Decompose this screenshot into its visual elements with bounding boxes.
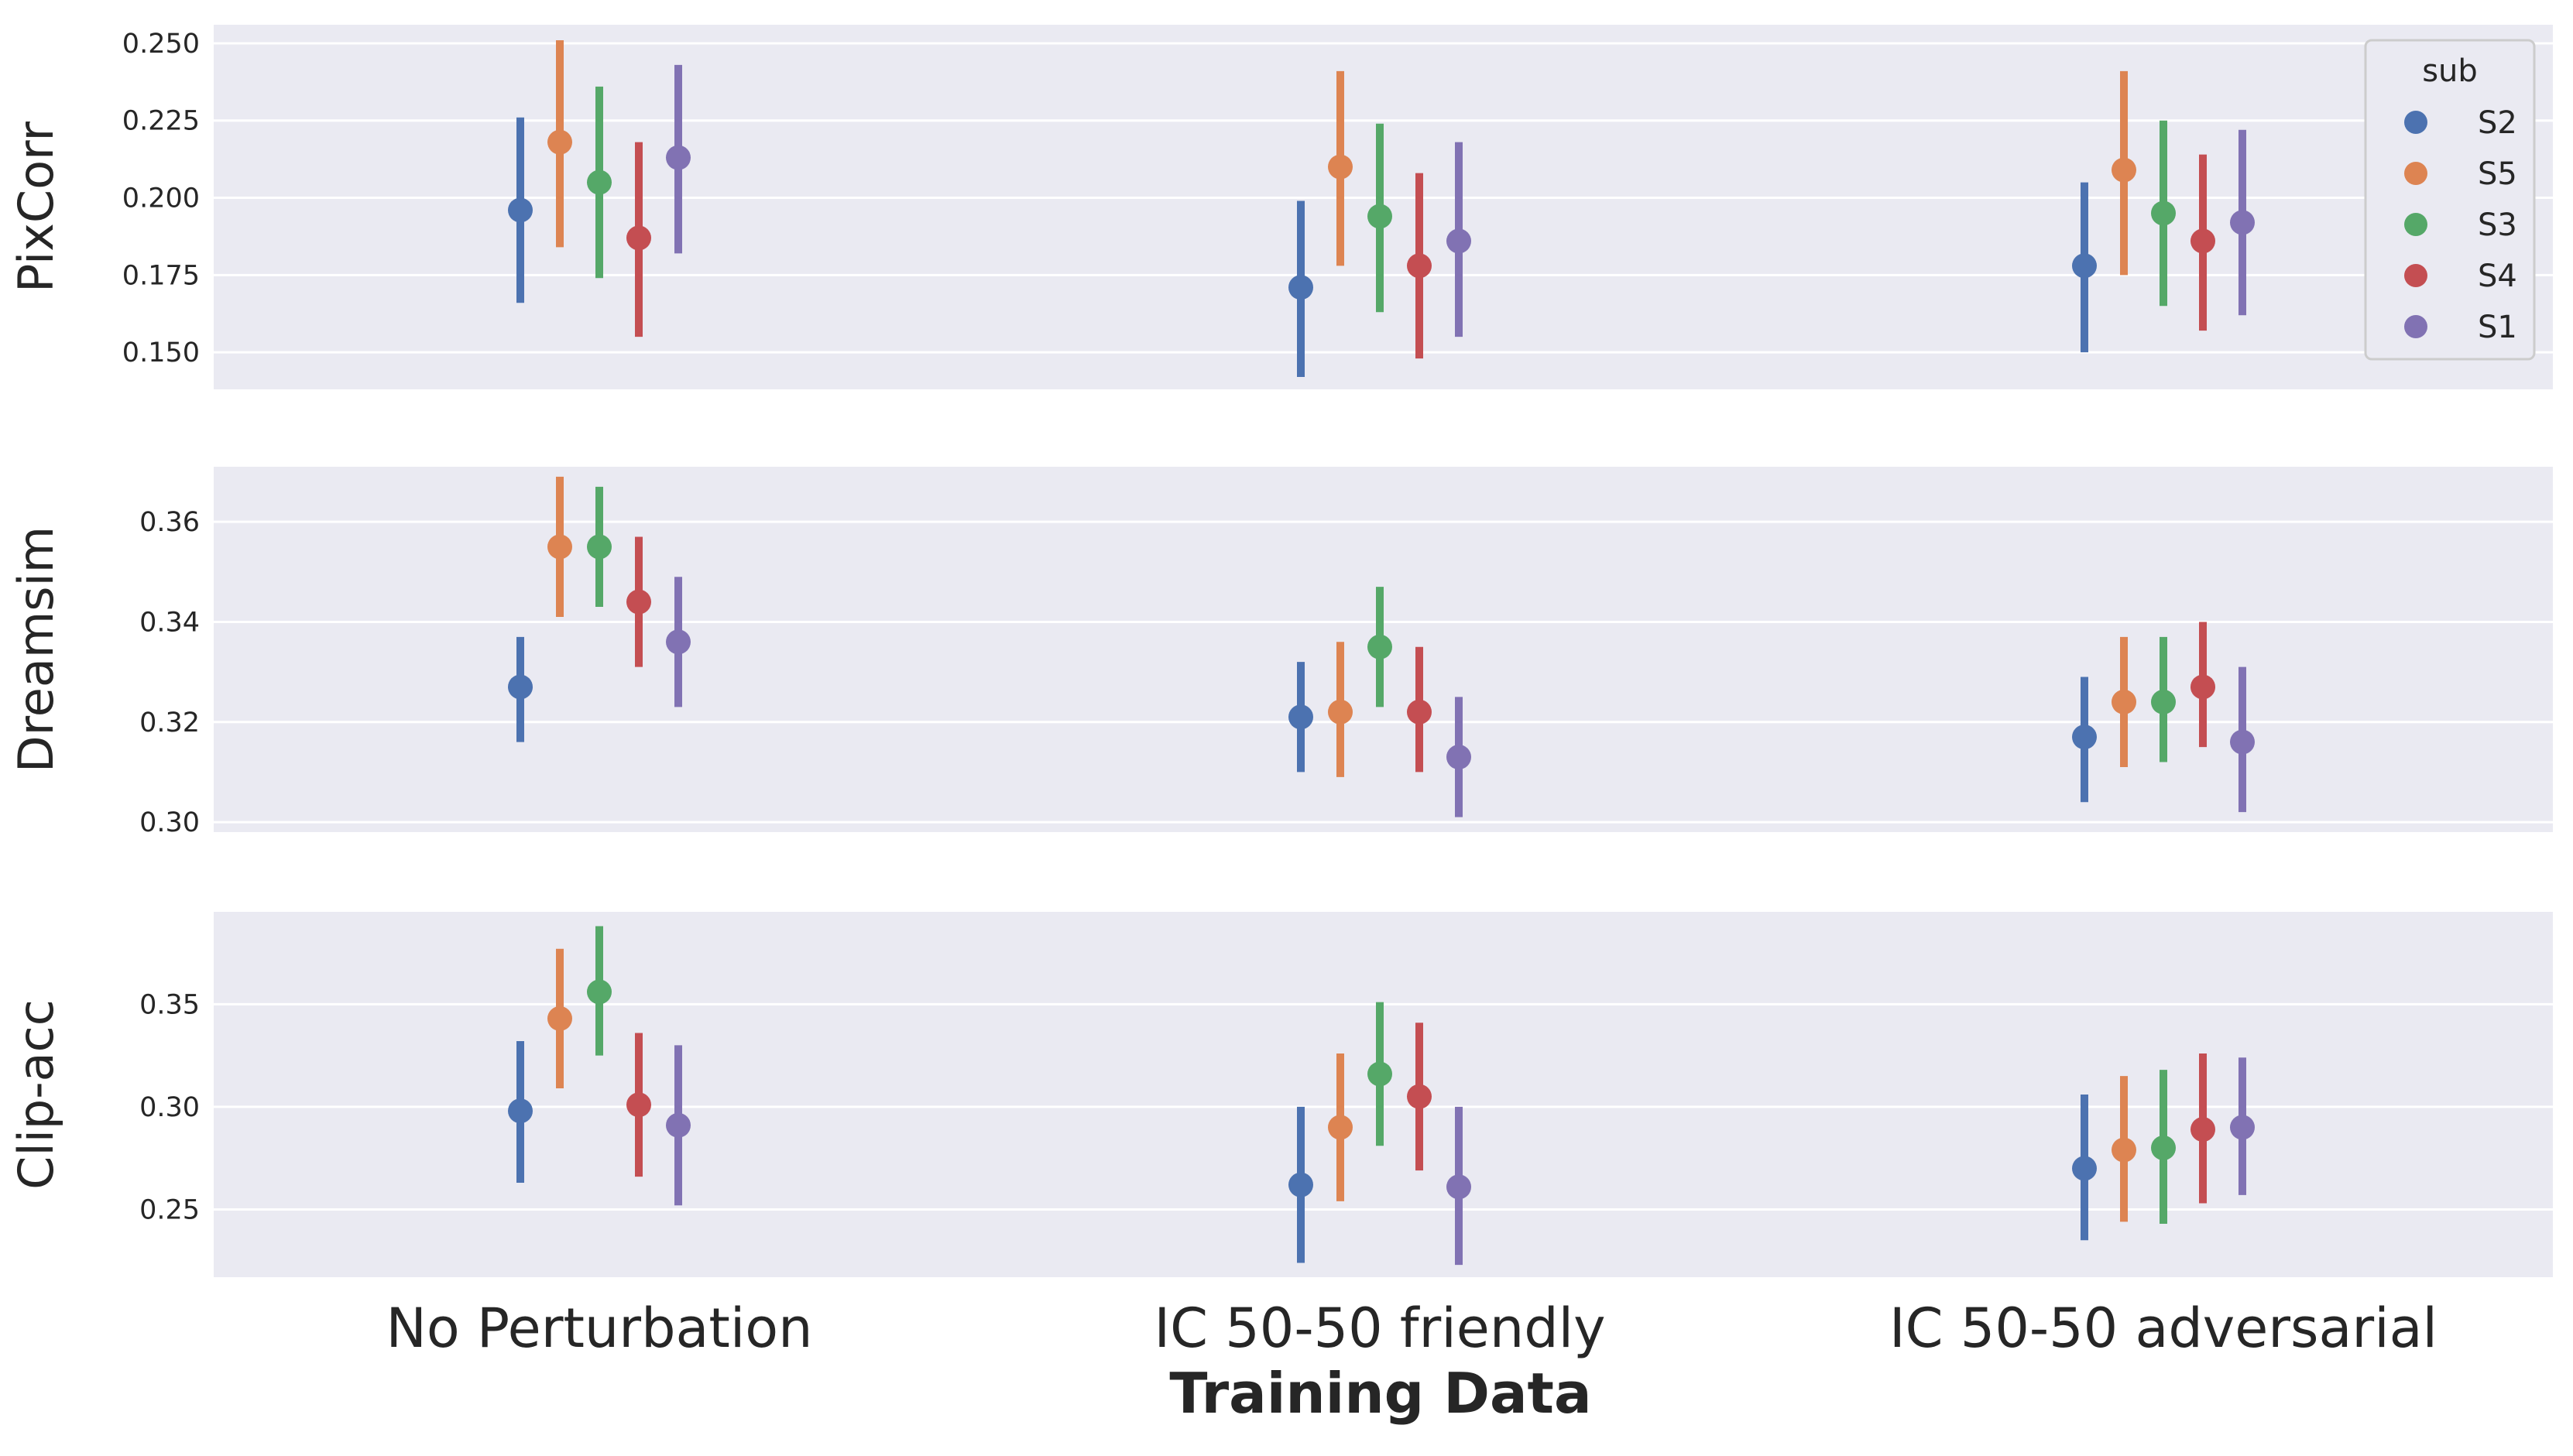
y-axis-label: Dreamsim: [8, 526, 64, 773]
data-point: [1446, 228, 1471, 254]
data-point: [666, 145, 691, 170]
y-tick-label: 0.25: [139, 1194, 200, 1225]
data-point: [1446, 1174, 1471, 1200]
data-point: [666, 1112, 691, 1138]
data-point: [2190, 674, 2215, 700]
data-point: [547, 534, 572, 560]
series-s3: [587, 926, 2176, 1225]
data-point: [587, 170, 612, 195]
data-point: [1446, 745, 1471, 770]
y-tick-label: 0.200: [122, 183, 200, 214]
series-s3: [587, 86, 2176, 313]
data-point: [587, 534, 612, 560]
y-tick-label: 0.250: [122, 29, 200, 60]
x-tick-label: IC 50-50 friendly: [1154, 1297, 1605, 1360]
legend-marker: [2404, 213, 2427, 236]
data-point: [2072, 725, 2097, 750]
data-point: [1288, 704, 1313, 730]
legend-title: sub: [2422, 53, 2478, 89]
series-s1: [666, 577, 2255, 817]
y-tick-label: 0.30: [139, 1092, 200, 1123]
data-point: [2151, 1135, 2176, 1160]
data-point: [508, 197, 533, 223]
series-s2: [508, 117, 2097, 378]
data-point: [1328, 1115, 1353, 1140]
data-point: [1328, 154, 1353, 180]
legend-marker: [2404, 315, 2427, 338]
series-s5: [547, 39, 2136, 276]
y-axis-label: PixCorr: [8, 121, 64, 293]
data-point: [1407, 699, 1432, 725]
y-tick-label: 0.34: [139, 607, 200, 638]
series-s3: [587, 486, 2176, 762]
series-s2: [508, 1041, 2097, 1263]
y-tick-label: 0.36: [139, 507, 200, 538]
legend-marker: [2404, 264, 2427, 287]
y-tick-label: 0.175: [122, 260, 200, 291]
data-point: [547, 129, 572, 155]
y-tick-label: 0.32: [139, 707, 200, 738]
x-category-labels: No Perturbation IC 50-50 friendly IC 50-50…: [386, 1297, 2437, 1360]
data-point: [666, 629, 691, 655]
y-tick-label: 0.30: [139, 807, 200, 838]
legend-entry: S1: [2478, 310, 2517, 345]
panel-pixcorr: 0.150 0.175 0.200 0.225 0.250 PixCorr: [8, 25, 2553, 389]
data-point: [547, 1005, 572, 1031]
series-s5: [547, 476, 2136, 777]
data-point: [2190, 1117, 2215, 1143]
series-s5: [547, 948, 2136, 1222]
y-axis-label: Clip-acc: [8, 999, 64, 1190]
panel-dreamsim: 0.30 0.32 0.34 0.36 Dreamsim: [8, 467, 2553, 838]
data-point: [1367, 1061, 1392, 1087]
data-point: [2112, 1137, 2136, 1163]
legend-entry: S5: [2478, 156, 2517, 192]
panels: 0.150 0.175 0.200 0.225 0.250 PixCorr 0.30 0.32…: [8, 25, 2553, 1277]
series-s4: [626, 1023, 2215, 1204]
data-point: [2112, 689, 2136, 714]
data-point: [626, 589, 651, 615]
legend-marker: [2404, 162, 2427, 185]
x-tick-label: IC 50-50 adversarial: [1889, 1297, 2437, 1360]
data-point: [2230, 729, 2255, 755]
y-tick-label: 0.35: [139, 989, 200, 1020]
data-point: [2190, 228, 2215, 254]
data-point: [508, 674, 533, 700]
data-point: [2072, 1156, 2097, 1181]
x-axis-title: Training Data: [1169, 1361, 1591, 1426]
data-point: [2151, 200, 2176, 226]
data-point: [1367, 204, 1392, 229]
series-s1: [666, 1045, 2255, 1266]
y-tick-label: 0.150: [122, 337, 200, 368]
data-point: [1328, 699, 1353, 725]
data-point: [587, 979, 612, 1005]
legend-marker: [2404, 111, 2427, 134]
series-s1: [666, 64, 2255, 337]
series-s4: [626, 142, 2215, 359]
panel-clip-acc: 0.25 0.30 0.35 Clip-acc: [8, 912, 2553, 1277]
series-s4: [626, 536, 2215, 773]
data-point: [1288, 275, 1313, 300]
legend-entry: S3: [2478, 207, 2517, 243]
data-point: [1407, 253, 1432, 279]
y-tick-label: 0.225: [122, 106, 200, 137]
data-point: [1288, 1172, 1313, 1197]
data-point: [2112, 157, 2136, 183]
x-tick-label: No Perturbation: [386, 1297, 812, 1360]
data-point: [1367, 634, 1392, 659]
data-point: [626, 225, 651, 251]
data-point: [2072, 253, 2097, 279]
data-point: [2151, 689, 2176, 714]
data-point: [1407, 1084, 1432, 1109]
series-s2: [508, 636, 2097, 803]
data-point: [2230, 210, 2255, 235]
legend-entry: S4: [2478, 259, 2517, 294]
legend-entry: S2: [2478, 105, 2517, 141]
data-point: [508, 1098, 533, 1124]
data-point: [2230, 1115, 2255, 1140]
data-point: [626, 1092, 651, 1118]
